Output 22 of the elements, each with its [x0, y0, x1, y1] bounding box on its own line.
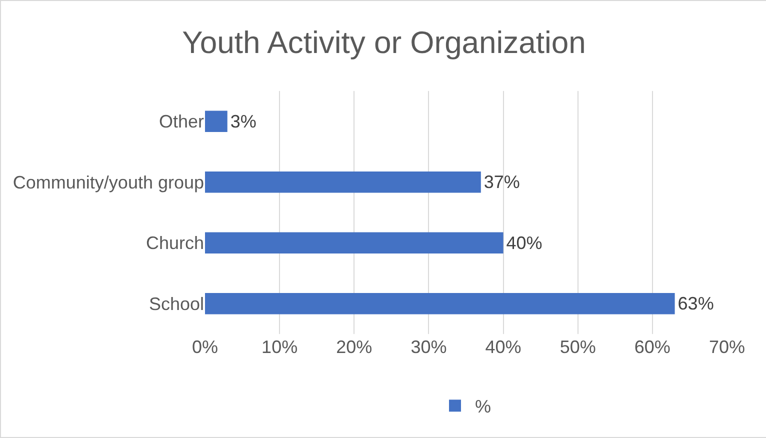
x-tick-label: 70% [708, 337, 746, 357]
y-tick-label: School [148, 294, 204, 314]
x-tick-label: 10% [262, 337, 298, 357]
y-tick-label: Community/youth group [12, 172, 204, 192]
x-tick-label: 30% [410, 337, 447, 357]
data-label: 3% [230, 111, 256, 132]
bar [205, 292, 675, 314]
x-tick-label: 40% [485, 337, 522, 357]
data-label: 37% [484, 172, 520, 192]
x-tick-label: 20% [336, 337, 372, 357]
bar [205, 110, 228, 132]
y-tick-label: Other [158, 112, 204, 132]
legend-label: % [475, 396, 492, 417]
x-tick-label: 60% [634, 337, 670, 357]
data-label: 63% [678, 294, 714, 314]
bar [205, 171, 481, 193]
data-label: 40% [506, 232, 542, 253]
y-tick-label: Church [146, 233, 204, 254]
chart-title: Youth Activity or Organization [182, 25, 586, 60]
x-tick-label: 0% [192, 337, 218, 357]
bar [205, 232, 504, 254]
x-tick-label: 50% [560, 337, 596, 357]
